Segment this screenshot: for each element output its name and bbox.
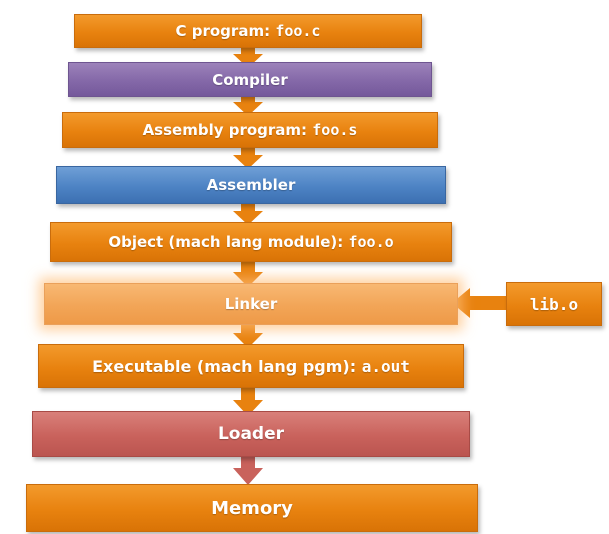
lib-box: lib.o (506, 282, 602, 326)
flow-arrow (233, 384, 263, 416)
memory-box: Memory (26, 484, 478, 532)
c-program-filename: foo.c (275, 22, 321, 40)
lib-filename: lib.o (529, 294, 579, 314)
assembler-box: Assembler (56, 166, 446, 204)
lib-arrow (452, 288, 514, 322)
flow-arrow (233, 320, 263, 348)
assembly-program-box: Assembly program: foo.s (62, 112, 438, 148)
object-filename: foo.o (348, 233, 394, 251)
flow-arrow (233, 451, 263, 485)
flow-arrow (233, 92, 263, 116)
object-box: Object (mach lang module): foo.o (50, 222, 452, 262)
flow-arrow (233, 199, 263, 225)
linker-box: Linker (44, 283, 458, 325)
executable-filename: a.out (361, 356, 410, 376)
linker-label: Linker (224, 295, 278, 313)
compiler-label: Compiler (212, 70, 288, 89)
flow-arrow (233, 44, 263, 68)
c-program-box: C program: foo.c (74, 14, 422, 48)
loader-label: Loader (217, 424, 285, 444)
flow-arrow (233, 257, 263, 287)
flow-arrow (233, 143, 263, 169)
compiler-box: Compiler (68, 62, 432, 97)
assembly-program-label: Assembly program: (142, 121, 308, 139)
executable-label: Executable (mach lang pgm): (92, 356, 357, 376)
executable-box: Executable (mach lang pgm): a.out (38, 344, 464, 388)
assembler-label: Assembler (206, 176, 296, 194)
assembly-program-filename: foo.s (312, 121, 358, 139)
object-label: Object (mach lang module): (108, 233, 344, 251)
c-program-label: C program: (175, 22, 271, 40)
loader-box: Loader (32, 411, 470, 457)
memory-label: Memory (211, 497, 293, 519)
